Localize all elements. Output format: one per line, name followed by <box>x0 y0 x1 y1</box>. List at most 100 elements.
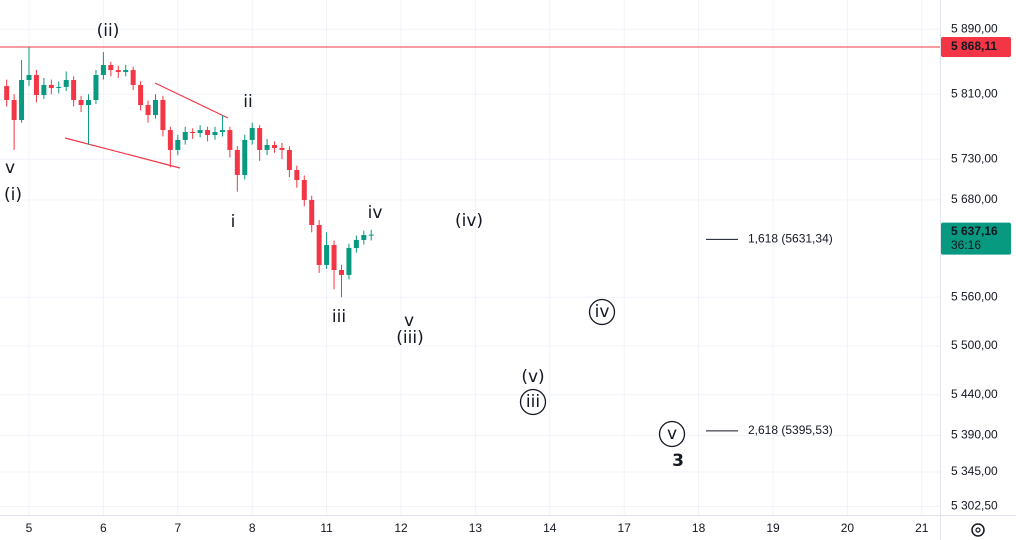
price-line-tag <box>941 37 1011 58</box>
candle-body <box>249 128 255 140</box>
candle-body <box>368 234 374 236</box>
y-tick-label: 5 390,00 <box>951 428 998 442</box>
candle-body <box>100 64 106 75</box>
x-tick-label: 12 <box>394 521 408 535</box>
fib-label: 2,618 (5395,53) <box>748 423 833 437</box>
x-tick-label: 17 <box>618 521 632 535</box>
y-tick-label: 5 560,00 <box>951 289 998 303</box>
candle-body <box>264 144 270 150</box>
candle-body <box>4 86 10 100</box>
candle-body <box>33 74 39 95</box>
candle-body <box>175 139 181 150</box>
wave-label: (v) <box>521 367 544 387</box>
candle-body <box>160 99 166 131</box>
x-tick-label: 18 <box>692 521 706 535</box>
candle-body <box>272 144 278 149</box>
wave-label: ii <box>243 92 252 112</box>
wave-label: (ii) <box>97 21 120 41</box>
y-tick-label: 5 890,00 <box>951 21 998 35</box>
x-tick-label: 5 <box>26 521 33 535</box>
wave-circle <box>588 298 616 326</box>
candle-body <box>71 80 77 100</box>
candle-body <box>219 130 225 132</box>
candle-body <box>257 128 263 150</box>
candle-body <box>93 74 99 100</box>
candle-body <box>86 99 92 106</box>
candle-body <box>167 130 173 150</box>
x-tick-label: 19 <box>766 521 780 535</box>
candle-body <box>294 170 300 181</box>
wave-label: (i) <box>4 185 22 205</box>
x-tick-label: 11 <box>320 521 333 535</box>
y-tick-label: 5 345,00 <box>951 464 998 478</box>
candle-body <box>123 70 129 72</box>
settings-icon-core[interactable] <box>975 527 981 533</box>
wave-label: v <box>404 311 414 331</box>
wave-label: v <box>667 424 677 444</box>
x-tick-label: 13 <box>469 521 483 535</box>
candle-body <box>286 149 292 171</box>
wave-label: v <box>5 158 15 178</box>
candle-body <box>56 86 62 88</box>
candle-body <box>279 148 285 150</box>
y-tick-label: 5 810,00 <box>951 86 998 100</box>
settings-button[interactable] <box>971 523 985 537</box>
last-price-label: 5 637,16 <box>951 224 998 238</box>
candle-body <box>197 130 203 133</box>
wave-label: 3 <box>672 451 684 471</box>
candle-body <box>11 99 17 120</box>
y-tick-label: 5 680,00 <box>951 192 998 206</box>
last-price-tag <box>941 222 1011 255</box>
candle-body <box>78 99 84 106</box>
candle-body <box>130 70 136 85</box>
x-tick-label: 20 <box>841 521 855 535</box>
candle-body <box>324 244 330 265</box>
candle-body <box>234 149 240 175</box>
x-tick-label: 14 <box>543 521 557 535</box>
candle-body <box>182 131 188 140</box>
candle-body <box>242 139 248 175</box>
y-tick-label: 5 302,50 <box>951 499 998 513</box>
candle-body <box>152 99 158 116</box>
candle-body <box>26 74 32 81</box>
candle-body <box>309 199 315 226</box>
y-tick-label: 5 730,00 <box>951 151 998 165</box>
wave-circle <box>658 420 686 448</box>
candle-body <box>227 130 233 150</box>
candle-body <box>138 84 144 106</box>
y-tick-label: 5 500,00 <box>951 338 998 352</box>
x-tick-label: 8 <box>249 521 256 535</box>
wedge-line <box>154 82 229 119</box>
candle-body <box>353 239 359 248</box>
candle-body <box>338 270 344 275</box>
wave-label: iii <box>332 307 346 327</box>
candle-body <box>115 70 121 72</box>
fib-label: 1,618 (5631,34) <box>748 232 833 246</box>
candle-body <box>205 130 211 136</box>
wedge-line <box>64 137 181 169</box>
x-tick-label: 21 <box>915 521 929 535</box>
candle-body <box>41 84 47 95</box>
y-tick-label: 5 440,00 <box>951 387 998 401</box>
candle-body <box>331 244 337 271</box>
candle-body <box>145 105 151 116</box>
wave-label: (iii) <box>396 328 423 348</box>
candle-body <box>361 234 367 240</box>
candle-body <box>190 131 196 133</box>
candle-body <box>63 80 69 87</box>
candle-body <box>346 247 352 275</box>
price-line-label: 5 868,11 <box>951 39 997 53</box>
last-price-countdown: 36:16 <box>951 238 981 252</box>
wave-label: iii <box>526 392 540 412</box>
wave-label: iv <box>368 203 383 223</box>
candle-body <box>301 180 307 200</box>
wave-label: i <box>231 212 236 232</box>
wave-label: iv <box>595 302 610 322</box>
candle-body <box>108 64 114 71</box>
settings-icon[interactable] <box>971 523 985 537</box>
wave-circle <box>519 388 547 416</box>
candle-body <box>212 131 218 136</box>
x-tick-label: 6 <box>100 521 107 535</box>
